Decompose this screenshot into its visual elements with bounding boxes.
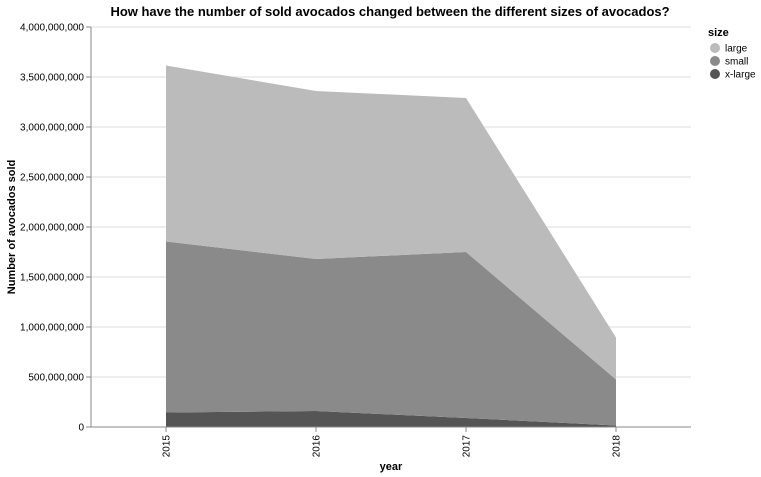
x-axis-title: year: [380, 461, 403, 473]
legend-title: size: [708, 27, 729, 39]
area-small: [166, 241, 616, 426]
y-tick-label: 500,000,000: [28, 373, 84, 384]
x-tick-label: 2016: [312, 435, 323, 458]
x-tick-label: 2017: [462, 435, 473, 458]
area-x-large: [166, 411, 616, 427]
y-tick-label: 0: [78, 423, 84, 434]
y-tick-label: 1,500,000,000: [20, 273, 84, 284]
area-large: [166, 65, 616, 380]
legend-label-large: large: [725, 44, 748, 55]
y-tick-label: 2,500,000,000: [20, 173, 84, 184]
y-tick-label: 3,500,000,000: [20, 73, 84, 84]
axes: 0 500,000,000 1,000,000,000 1,500,000,000 2,…: [20, 23, 691, 458]
legend-swatch-large: [710, 43, 720, 53]
y-axis-title: Number of avocados sold: [6, 160, 18, 294]
x-tick-label: 2018: [612, 435, 623, 458]
x-tick-label: 2015: [162, 435, 173, 458]
legend-label-x-large: x-large: [725, 70, 756, 81]
y-tick-label: 1,000,000,000: [20, 323, 84, 334]
y-tick-label: 4,000,000,000: [20, 23, 84, 34]
legend-swatch-x-large: [710, 69, 720, 79]
chart-title: How have the number of sold avocados cha…: [110, 4, 669, 19]
legend-label-small: small: [725, 57, 748, 68]
legend: size large small x-large: [708, 27, 756, 81]
area-series: [166, 65, 616, 427]
legend-swatch-small: [710, 56, 720, 66]
y-tick-label: 2,000,000,000: [20, 223, 84, 234]
y-tick-label: 3,000,000,000: [20, 123, 84, 134]
